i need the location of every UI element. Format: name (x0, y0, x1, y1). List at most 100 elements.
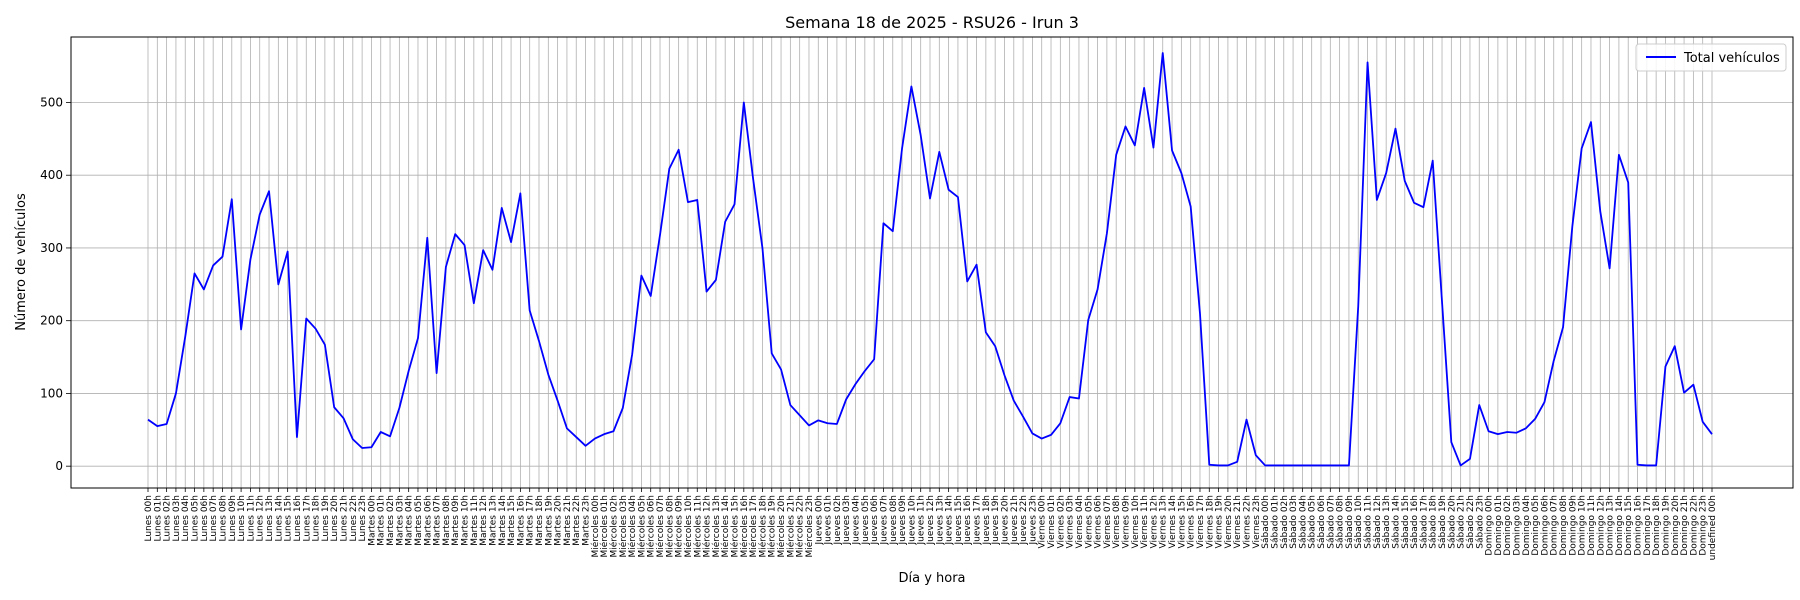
data-point (761, 246, 764, 249)
data-point (1189, 205, 1192, 208)
x-tick-label: Sábado 00h (1261, 495, 1271, 549)
data-point (1487, 430, 1490, 433)
data-point (277, 283, 280, 286)
data-point (361, 446, 364, 449)
x-tick-label: Viernes 01h (1047, 495, 1057, 549)
data-point (1655, 464, 1658, 467)
x-tick-label: Lunes 06h (200, 495, 210, 542)
x-tick-label: Miércoles 08h (664, 495, 675, 558)
x-tick-label: Viernes 00h (1038, 495, 1048, 549)
x-tick-label: Jueves 11h (917, 495, 927, 545)
x-tick-label: Jueves 18h (982, 495, 992, 545)
x-tick-label: Jueves 09h (898, 495, 908, 545)
data-point (817, 419, 820, 422)
data-point (1552, 359, 1555, 362)
data-point (1152, 146, 1155, 149)
data-point (686, 201, 689, 204)
x-tick-label: Martes 16h (516, 495, 526, 546)
data-point (873, 358, 876, 361)
data-point (510, 241, 513, 244)
x-tick-label: Domingo 11h (1587, 495, 1597, 556)
data-point (1217, 464, 1220, 467)
x-tick-label: Miércoles 17h (748, 495, 759, 558)
data-point (1254, 454, 1257, 457)
x-tick-label: Domingo 10h (1578, 495, 1588, 556)
x-tick-label: Domingo 15h (1624, 495, 1634, 556)
data-point (1645, 464, 1648, 467)
data-point (1292, 464, 1295, 467)
data-point (1245, 418, 1248, 421)
data-point (1617, 153, 1620, 156)
x-tick-label: Lunes 04h (181, 495, 191, 542)
x-tick-label: Domingo 02h (1503, 495, 1513, 556)
x-tick-label: Jueves 14h (945, 495, 955, 545)
x-tick-label: Lunes 07h (209, 495, 219, 542)
data-point (342, 417, 345, 420)
x-tick-label: Domingo 01h (1494, 495, 1504, 556)
x-tick-label: Martes 02h (386, 495, 396, 546)
x-tick-label: Martes 08h (442, 495, 452, 546)
data-point (463, 244, 466, 247)
x-tick-label: Domingo 04h (1522, 495, 1532, 556)
data-point (370, 446, 373, 449)
x-tick-label: Jueves 13h (935, 495, 945, 545)
data-point (1506, 430, 1509, 433)
x-tick-label: Miércoles 12h (702, 495, 713, 558)
x-tick-label: Viernes 18h (1205, 495, 1215, 549)
data-point (1161, 52, 1164, 55)
data-point (780, 368, 783, 371)
data-point (1105, 232, 1108, 235)
data-point (1468, 457, 1471, 460)
data-point (1068, 396, 1071, 399)
x-tick-label: Miércoles 11h (692, 495, 703, 558)
x-tick-label: Sábado 09h (1345, 495, 1355, 549)
data-point (612, 430, 615, 433)
data-point (1664, 365, 1667, 368)
x-tick-label: Viernes 03h (1066, 495, 1076, 549)
data-point (696, 198, 699, 201)
data-point (305, 317, 308, 320)
x-tick-label: Martes 01h (377, 495, 387, 546)
x-tick-label: Jueves 05h (861, 495, 871, 545)
data-point (379, 430, 382, 433)
data-point (975, 263, 978, 266)
data-point (1115, 153, 1118, 156)
data-point (547, 373, 550, 376)
data-point (845, 398, 848, 401)
x-tick-label: Lunes 09h (228, 495, 238, 542)
x-tick-label: Miércoles 10h (683, 495, 694, 558)
data-point (556, 399, 559, 402)
data-point (212, 264, 215, 267)
data-point (1636, 463, 1639, 466)
data-point (1403, 180, 1406, 183)
x-tick-label: Jueves 08h (889, 495, 899, 545)
y-tick-label: 500 (40, 95, 63, 109)
x-tick-label: Jueves 07h (879, 495, 889, 545)
x-tick-label: Martes 07h (433, 495, 443, 546)
legend: Total vehículos (1635, 43, 1787, 72)
x-tick-label: Martes 20h (554, 495, 564, 546)
data-point (426, 236, 429, 239)
data-point (1264, 464, 1267, 467)
data-point (416, 337, 419, 340)
x-tick-label: Sábado 17h (1419, 495, 1429, 549)
data-point (1273, 464, 1276, 467)
x-tick-label: Lunes 19h (321, 495, 331, 542)
data-point (1571, 225, 1574, 228)
x-tick-label: Sábado 10h (1354, 495, 1364, 549)
data-point (649, 294, 652, 297)
data-point (789, 404, 792, 407)
x-tick-label: Jueves 20h (1000, 495, 1010, 545)
x-tick-label: undefined 00h (1708, 495, 1718, 560)
data-point (202, 288, 205, 291)
x-tick-label: Miércoles 13h (711, 495, 722, 558)
x-tick-label: Sábado 06h (1317, 495, 1327, 549)
data-point (230, 198, 233, 201)
x-tick-label: Domingo 09h (1568, 495, 1578, 556)
x-tick-label: Jueves 23h (1028, 495, 1038, 545)
data-point (798, 414, 801, 417)
x-tick-label: Domingo 00h (1485, 495, 1495, 556)
data-point (640, 274, 643, 277)
x-tick-label: Miércoles 22h (795, 495, 806, 558)
